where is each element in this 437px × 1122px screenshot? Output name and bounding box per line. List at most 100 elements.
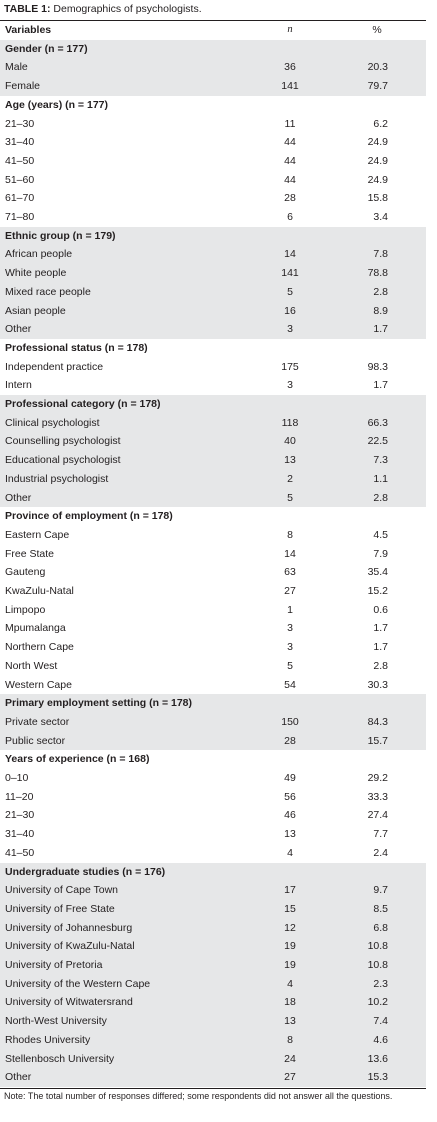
cell-percent: 30.3: [367, 678, 388, 691]
cell-percent: 2.8: [373, 285, 388, 298]
cell-percent: 79.7: [367, 80, 388, 93]
cell-percent: 8.9: [373, 304, 388, 317]
cell-n: 16: [284, 304, 296, 317]
cell-variable: 0–10: [5, 772, 29, 784]
cell-percent: 35.4: [367, 566, 388, 579]
cell-n: 36: [284, 61, 296, 74]
cell-percent: 29.2: [367, 772, 388, 784]
cell-n: 28: [284, 192, 296, 205]
cell-variable: Industrial psychologist: [5, 472, 109, 485]
cell-percent: 2.3: [373, 977, 388, 990]
caption-label: TABLE 1:: [4, 3, 51, 15]
cell-n: 27: [284, 585, 296, 597]
header-percent: %: [372, 24, 382, 36]
cell-n: 18: [284, 996, 296, 1009]
cell-n: 28: [284, 734, 296, 747]
cell-variable: Eastern Cape: [5, 528, 70, 541]
cell-variable: University of KwaZulu-Natal: [5, 940, 135, 953]
cell-n: 13: [284, 1015, 296, 1028]
cell-variable: 61–70: [5, 192, 35, 205]
cell-percent: 13.6: [367, 1052, 388, 1065]
cell-percent: 20.3: [367, 61, 388, 74]
cell-variable: Other: [5, 1071, 32, 1084]
cell-percent: 10.8: [367, 940, 388, 953]
section-band: [0, 395, 426, 508]
cell-n: 3: [287, 622, 293, 635]
cell-variable: Northern Cape: [5, 641, 74, 654]
cell-n: 5: [287, 659, 293, 672]
cell-n: 8: [287, 528, 293, 541]
section-title: Primary employment setting (n = 178): [5, 697, 193, 710]
cell-n: 40: [284, 435, 296, 448]
header-variable: Variables: [5, 24, 52, 36]
caption-text: Demographics of psychologists.: [53, 3, 202, 15]
cell-percent: 7.8: [373, 248, 388, 261]
cell-variable: University of Pretoria: [5, 959, 103, 971]
cell-variable: 41–50: [5, 154, 35, 167]
cell-percent: 84.3: [367, 715, 388, 728]
cell-percent: 2.8: [373, 659, 388, 672]
top-rule: [0, 20, 426, 21]
section-band: [0, 862, 426, 1087]
cell-percent: 24.9: [367, 173, 388, 186]
section-band: [0, 694, 426, 751]
cell-variable: Male: [5, 61, 28, 74]
cell-percent: 2.4: [373, 846, 388, 859]
cell-n: 27: [284, 1071, 296, 1084]
section-title: Age (years) (n = 177): [5, 98, 109, 111]
cell-variable: Female: [5, 80, 41, 93]
cell-variable: Intern: [5, 379, 32, 392]
cell-variable: 51–60: [5, 173, 35, 186]
section-band: [0, 39, 426, 96]
cell-n: 8: [287, 1033, 293, 1046]
cell-variable: Mixed race people: [5, 285, 91, 298]
section-title: Undergraduate studies (n = 176): [5, 865, 166, 878]
cell-variable: Free State: [5, 547, 55, 560]
cell-variable: African people: [5, 248, 73, 261]
cell-variable: University of the Western Cape: [5, 977, 151, 990]
caption: TABLE 1: Demographics of psychologists.: [4, 3, 202, 15]
cell-n: 44: [284, 173, 296, 186]
section-title: Ethnic group (n = 179): [5, 229, 116, 242]
cell-percent: 6.2: [373, 117, 388, 130]
cell-n: 175: [281, 360, 299, 373]
cell-n: 3: [287, 323, 293, 336]
cell-variable: Stellenbosch University: [5, 1052, 115, 1065]
bottom-rule: [0, 1087, 426, 1089]
cell-percent: 7.7: [373, 828, 388, 841]
cell-n: 141: [281, 267, 299, 280]
cell-percent: 33.3: [367, 790, 388, 803]
section-title: Province of employment (n = 178): [5, 510, 173, 523]
cell-variable: Gauteng: [5, 566, 46, 579]
note: Note: The total number of responses diff…: [4, 1091, 393, 1101]
cell-n: 3: [287, 379, 293, 392]
cell-variable: 11–20: [5, 790, 34, 803]
cell-n: 2: [287, 472, 293, 485]
cell-percent: 15.7: [367, 734, 388, 747]
cell-n: 15: [284, 902, 296, 915]
cell-variable: North-West University: [5, 1015, 107, 1028]
cell-variable: 31–40: [5, 828, 35, 841]
section-title: Years of experience (n = 168): [5, 753, 150, 766]
cell-n: 46: [284, 809, 296, 822]
cell-percent: 98.3: [367, 360, 388, 373]
cell-variable: University of Free State: [5, 902, 115, 915]
cell-variable: Other: [5, 323, 32, 336]
cell-variable: Independent practice: [5, 360, 104, 373]
cell-percent: 7.3: [373, 454, 388, 467]
cell-percent: 7.4: [373, 1015, 388, 1028]
cell-variable: Limpopo: [5, 603, 46, 616]
cell-percent: 10.8: [367, 959, 388, 971]
cell-percent: 1.7: [373, 323, 388, 336]
cell-percent: 1.7: [373, 622, 388, 635]
cell-n: 44: [284, 154, 296, 167]
cell-n: 54: [284, 678, 296, 691]
cell-variable: University of Witwatersrand: [5, 996, 133, 1009]
cell-variable: 71–80: [5, 211, 35, 223]
cell-percent: 9.7: [373, 884, 388, 897]
cell-percent: 22.5: [367, 435, 388, 448]
cell-variable: 41–50: [5, 846, 35, 859]
cell-n: 14: [284, 547, 296, 560]
cell-n: 11: [284, 117, 296, 130]
cell-n: 24: [284, 1052, 296, 1065]
